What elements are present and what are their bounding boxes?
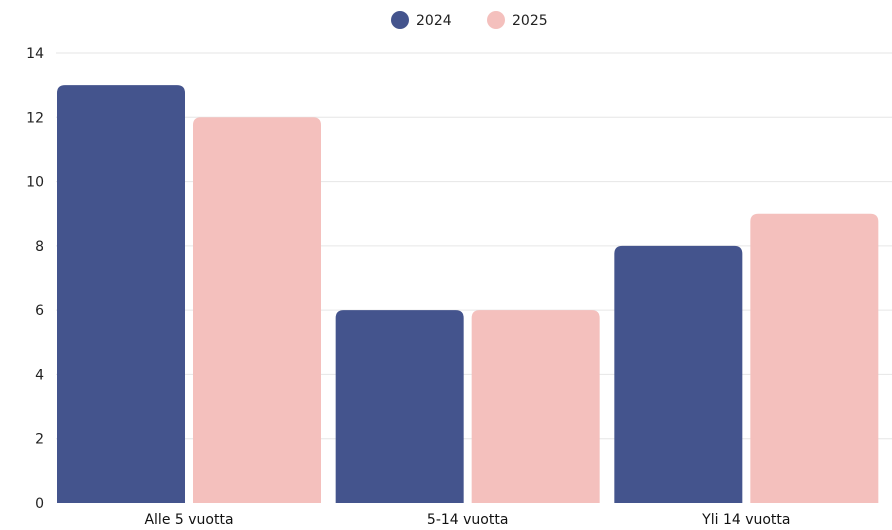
x-axis: Alle 5 vuotta 5-14 vuotta Yli 14 vuotta	[144, 512, 790, 528]
bar-2025-0[interactable]	[193, 117, 321, 504]
y-tick-label: 4	[35, 367, 44, 383]
x-category-label: Yli 14 vuotta	[701, 512, 790, 528]
y-tick-label: 0	[35, 496, 44, 512]
bars	[57, 85, 879, 504]
bar-2025-2[interactable]	[750, 213, 879, 503]
legend-swatch	[391, 11, 409, 29]
y-tick-label: 8	[35, 239, 44, 255]
legend: 2024 2025	[391, 11, 548, 29]
legend-item-2024[interactable]: 2024	[391, 11, 452, 29]
legend-item-2025[interactable]: 2025	[487, 11, 548, 29]
bar-2024-2[interactable]	[614, 245, 743, 503]
y-tick-label: 10	[26, 175, 44, 191]
y-axis: 0 2 4 6 8 10 12 14	[26, 46, 44, 512]
x-category-label: Alle 5 vuotta	[144, 512, 233, 528]
y-tick-label: 6	[35, 303, 44, 319]
y-tick-label: 12	[26, 110, 44, 126]
x-category-label: 5-14 vuotta	[427, 512, 509, 528]
y-tick-label: 14	[26, 46, 44, 62]
bar-2024-0[interactable]	[57, 85, 185, 504]
legend-swatch	[487, 11, 505, 29]
bar-2024-1[interactable]	[335, 310, 464, 503]
y-tick-label: 2	[35, 432, 44, 448]
bar-2025-1[interactable]	[471, 310, 600, 503]
legend-label: 2024	[416, 13, 452, 29]
legend-label: 2025	[512, 13, 548, 29]
